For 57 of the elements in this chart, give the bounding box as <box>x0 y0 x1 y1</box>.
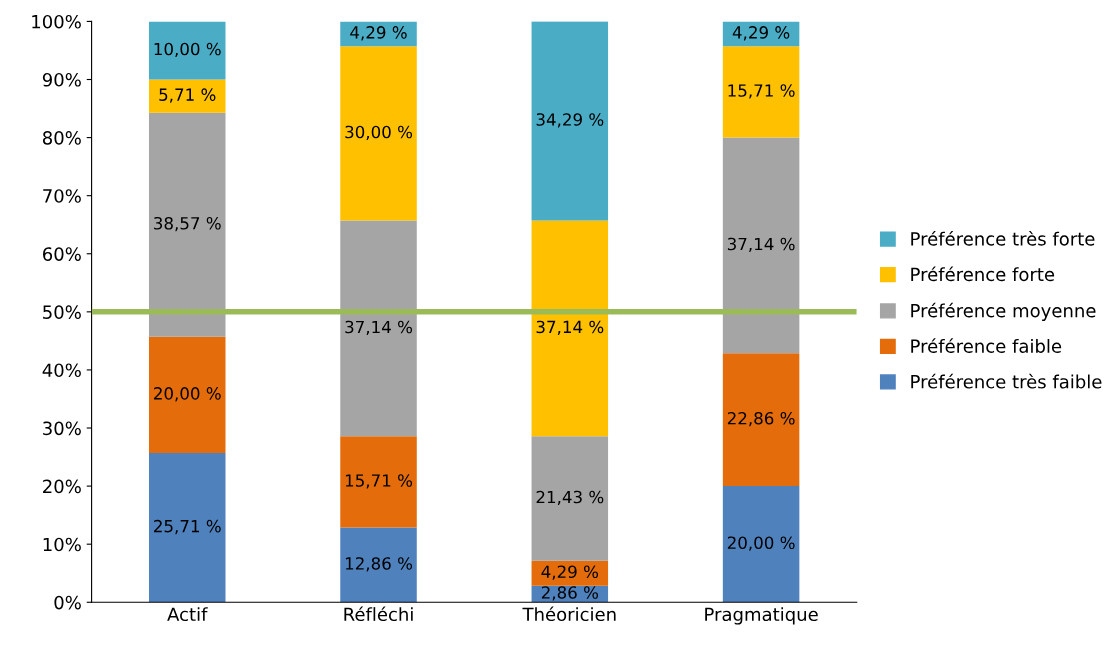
bar <box>531 220 609 437</box>
y-tick-label: 60% <box>43 247 81 261</box>
x-tick-label: Théoricien <box>522 606 616 622</box>
data-label: 37,14 % <box>727 237 795 252</box>
data-label: 30,00 % <box>345 125 413 140</box>
data-label: 20,00 % <box>727 536 795 551</box>
bar <box>148 452 226 603</box>
data-label: 4,29 % <box>541 565 599 580</box>
bar <box>340 527 417 603</box>
y-tick-label: 40% <box>42 363 81 378</box>
y-tick-label: 100% <box>32 14 81 29</box>
data-label: 4,29 % <box>350 26 407 41</box>
bar <box>340 436 417 528</box>
data-label: 2,86 % <box>541 586 599 601</box>
bar <box>340 220 417 437</box>
x-tick-label: Pragmatique <box>705 607 818 625</box>
y-tick-label: 80% <box>42 131 81 145</box>
data-label: 25,71 % <box>154 519 221 535</box>
y-tick-label: 30% <box>43 421 81 436</box>
legend-label: Préférence très faible <box>911 373 1102 389</box>
data-label: 20,00 % <box>154 387 221 402</box>
bar <box>148 336 226 453</box>
data-label: 12,86 % <box>345 557 413 572</box>
legend-label: Préférence forte <box>911 266 1055 282</box>
data-label: 22,86 % <box>727 411 795 427</box>
y-tick-label: 70% <box>43 189 81 203</box>
bar <box>531 436 609 561</box>
bar <box>148 79 226 113</box>
data-label: 15,71 % <box>345 474 413 489</box>
legend-label: Préférence faible <box>911 338 1062 353</box>
y-tick-label: 90% <box>42 72 81 87</box>
bar <box>340 46 417 221</box>
data-label: 21,43 % <box>536 490 604 506</box>
legend-label: Préférence très forte <box>911 230 1095 246</box>
x-tick-label: Réfléchi <box>344 606 413 622</box>
data-label: 10,00 % <box>154 42 221 58</box>
bar <box>531 21 609 221</box>
data-label: 4,29 % <box>732 26 790 41</box>
bar <box>148 21 226 80</box>
data-label: 38,57 % <box>154 216 221 232</box>
y-tick-label: 0% <box>54 595 81 610</box>
data-label: 34,29 % <box>536 113 604 128</box>
y-tick-label: 50% <box>43 305 81 319</box>
data-label: 37,14 % <box>345 320 413 335</box>
data-label: 5,71 % <box>159 88 216 103</box>
y-tick-label: 20% <box>43 479 81 494</box>
bar <box>722 353 800 487</box>
data-label: 15,71 % <box>728 84 795 99</box>
x-tick-label: Actif <box>167 607 208 622</box>
bar <box>722 486 800 603</box>
bar <box>722 137 800 354</box>
y-tick-label: 10% <box>43 537 81 552</box>
legend-label: Préférence moyenne <box>911 302 1096 321</box>
bar <box>148 112 226 337</box>
bar <box>722 46 800 138</box>
data-label: 37,14 % <box>536 320 604 335</box>
bar <box>531 560 609 586</box>
